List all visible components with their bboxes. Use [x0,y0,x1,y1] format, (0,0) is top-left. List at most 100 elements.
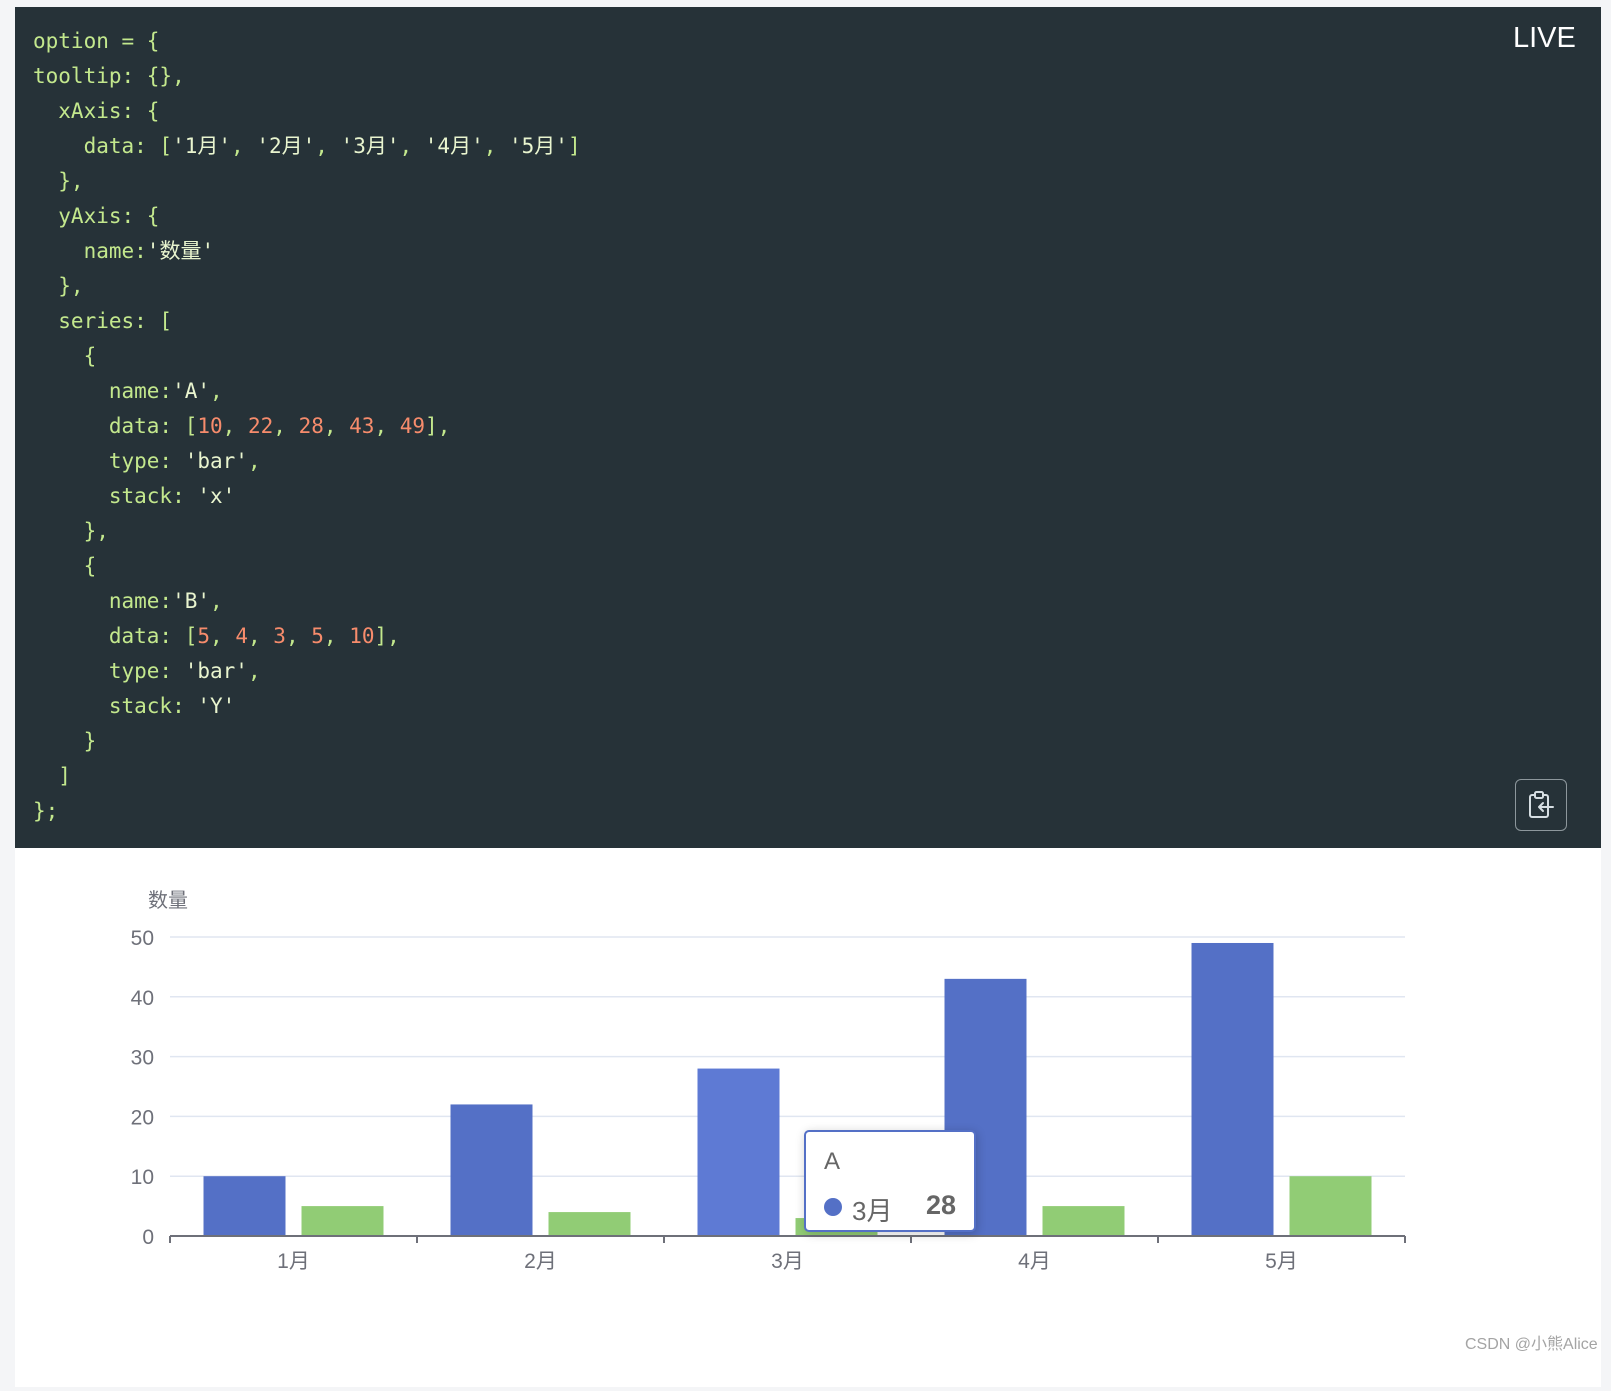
code-token: , [285,624,312,648]
code-token: yAxis: { [33,204,160,228]
code-token: , [323,624,350,648]
code-demo-card: option = {tooltip: {}, xAxis: { data: [ '… [15,7,1601,1387]
code-line: }; [33,794,581,829]
code-token: , [483,134,510,158]
code-token: 5 [197,624,211,648]
x-tick-label: 5月 [1265,1250,1298,1273]
code-line: ] [33,759,581,794]
code-token: , [210,589,223,613]
code-line: type: 'bar', [33,444,581,479]
code-token: , [210,379,223,403]
code-line: }, [33,514,581,549]
code-token: }, [33,519,109,543]
code-token: 22 [247,414,274,438]
code-token: , [247,624,274,648]
code-token: , [222,414,248,438]
code-line: name:'A', [33,374,581,409]
code-token: name: [33,379,173,403]
code-line: }, [33,164,581,199]
code-line: series: [ [33,304,581,339]
chart-area: 0 10 20 30 40 50 数量 1月 2月 3月 4月 5月 A 3月 28 [15,848,1601,1387]
live-label: LIVE [1513,22,1576,54]
code-token: 'B' [172,589,211,613]
code-line: { [33,339,581,374]
bar-A-1月[interactable] [203,1176,286,1236]
tooltip-value: 28 [926,1190,957,1220]
code-token: 43 [349,414,375,438]
code-line: xAxis: { [33,94,581,129]
code-token: '3月' [340,134,400,158]
code-token: '数量' [146,239,215,263]
code-token: xAxis: { [33,99,160,123]
code-token: 4 [235,624,248,648]
code-token: 5 [311,624,324,648]
code-token: 28 [298,414,324,438]
code-line: stack: 'Y' [33,689,581,724]
code-token: , [374,414,400,438]
code-line: stack: 'x' [33,479,581,514]
code-line: yAxis: { [33,199,581,234]
code-line: data: [5, 4, 3, 5, 10], [33,619,581,654]
y-tick-label: 30 [131,1047,154,1070]
code-token: stack: [33,694,198,718]
code-token: , [247,449,261,473]
code-token: , [399,134,425,158]
code-token: '2月' [256,134,316,158]
chart-tooltip: A 3月 28 [804,1130,976,1232]
bar-B-5月[interactable] [1289,1176,1372,1236]
code-token: , [323,414,350,438]
code-token: , [315,134,341,158]
code-token: 10 [349,624,375,648]
code-token: '5月' [509,134,568,158]
code-block[interactable]: option = {tooltip: {}, xAxis: { data: [ '… [33,24,581,829]
x-tick-label: 4月 [1018,1250,1051,1273]
code-line: data: [10, 22, 28, 43, 49], [33,409,581,444]
code-token: }, [33,169,84,193]
code-token: type: [33,449,185,473]
y-tick-label: 20 [131,1106,154,1129]
code-line: tooltip: {}, [33,59,581,94]
code-token: 10 [197,414,223,438]
tooltip-category: 3月 [852,1196,893,1226]
x-tick-label: 1月 [277,1250,310,1273]
bar-A-2月[interactable] [450,1104,533,1236]
copy-code-button[interactable] [1515,779,1567,831]
code-token: }; [33,799,59,823]
bar-B-1月[interactable] [301,1206,384,1236]
code-token: 'bar' [184,449,248,473]
tooltip-series-marker [824,1198,842,1216]
bar-A-3月[interactable] [697,1068,780,1236]
bar-B-2月[interactable] [548,1212,631,1236]
code-line: name:'B', [33,584,581,619]
code-token: 'Y' [197,694,236,718]
code-line: option = { [33,24,581,59]
code-token: 3 [273,624,286,648]
y-tick-label: 40 [131,987,154,1010]
code-line: } [33,724,581,759]
code-token: 49 [399,414,426,438]
code-token: 'x' [197,484,236,508]
code-token: name: [33,239,147,263]
code-editor-panel[interactable]: option = {tooltip: {}, xAxis: { data: [ '… [15,7,1601,848]
code-token: data: [ [33,414,198,438]
bar-chart[interactable]: 0 10 20 30 40 50 数量 1月 2月 3月 4月 5月 [15,848,1601,1387]
clipboard-copy-icon [1529,791,1554,818]
bar-A-5月[interactable] [1191,942,1274,1236]
code-token: , [210,624,236,648]
code-token: type: [33,659,185,683]
code-token: , [247,659,261,683]
code-token: ], [374,624,400,648]
code-token: } [33,729,97,753]
code-token: , [231,134,257,158]
y-tick-label: 0 [142,1226,154,1249]
code-token: '4月' [424,134,484,158]
bar-B-4月[interactable] [1042,1206,1125,1236]
code-token: 'A' [172,379,211,403]
code-line: }, [33,269,581,304]
y-axis-name: 数量 [148,889,188,912]
code-token: data: [ [33,134,173,158]
code-token: data: [ [33,624,198,648]
y-tick-label: 50 [131,927,154,950]
code-line: name:'数量' [33,234,581,269]
x-tick-label: 3月 [771,1250,804,1273]
